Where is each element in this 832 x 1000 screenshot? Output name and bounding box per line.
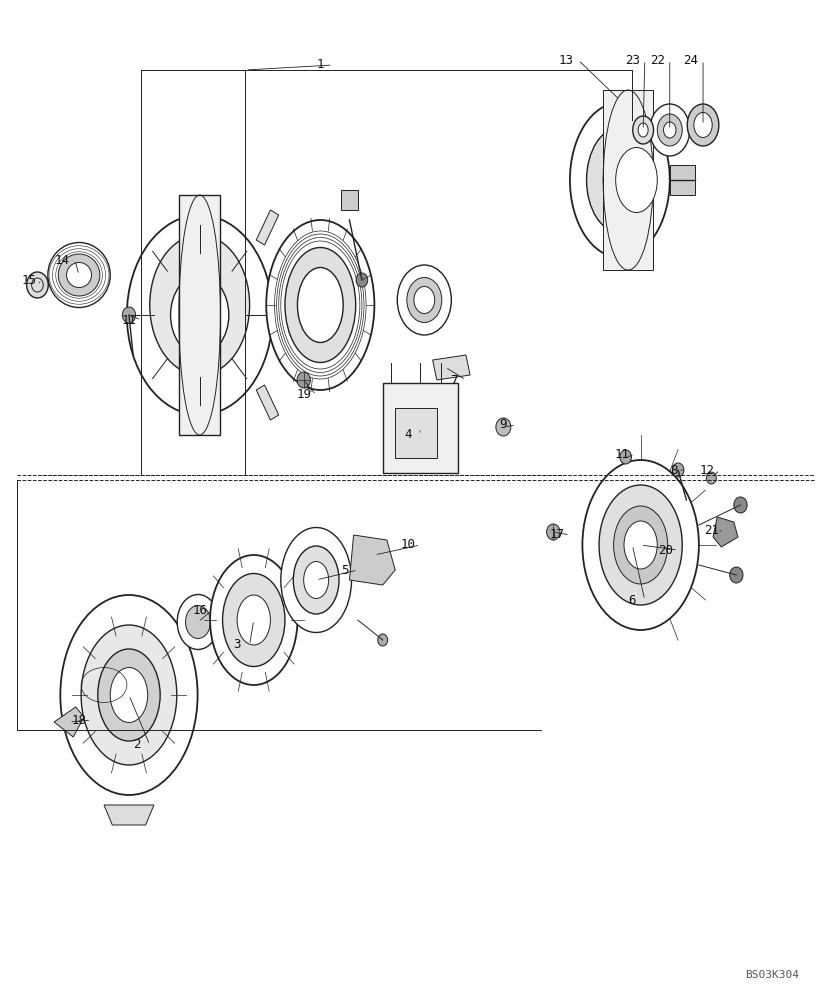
Text: 16: 16 (192, 603, 207, 616)
Ellipse shape (304, 562, 329, 598)
Ellipse shape (266, 220, 374, 390)
Text: 22: 22 (650, 53, 665, 66)
Ellipse shape (616, 147, 657, 213)
Circle shape (378, 634, 388, 646)
Text: 4: 4 (404, 428, 412, 442)
Ellipse shape (587, 127, 653, 232)
Ellipse shape (657, 114, 682, 146)
Text: 13: 13 (558, 53, 573, 66)
Polygon shape (54, 707, 84, 737)
Circle shape (297, 372, 310, 388)
Ellipse shape (186, 605, 210, 639)
Ellipse shape (582, 460, 699, 630)
Ellipse shape (183, 292, 216, 338)
Ellipse shape (570, 103, 670, 257)
Ellipse shape (624, 521, 657, 569)
Text: 20: 20 (658, 544, 673, 556)
Ellipse shape (60, 595, 197, 795)
Bar (383, 383, 458, 473)
Circle shape (706, 472, 716, 484)
Bar (395, 408, 437, 458)
Ellipse shape (280, 528, 351, 633)
Text: 5: 5 (341, 564, 349, 576)
Text: 19: 19 (296, 388, 311, 401)
Polygon shape (256, 210, 279, 245)
Ellipse shape (150, 235, 250, 375)
Polygon shape (341, 190, 358, 210)
Text: 15: 15 (22, 273, 37, 286)
Text: 9: 9 (499, 418, 508, 432)
Text: 1: 1 (316, 58, 324, 72)
Bar (179, 195, 220, 435)
Ellipse shape (285, 247, 356, 362)
Ellipse shape (171, 275, 229, 355)
Polygon shape (603, 90, 653, 270)
Text: 21: 21 (704, 524, 719, 536)
Ellipse shape (633, 116, 654, 144)
Ellipse shape (638, 123, 648, 137)
Circle shape (27, 272, 48, 298)
Ellipse shape (67, 262, 92, 288)
Text: 24: 24 (683, 53, 698, 66)
Ellipse shape (397, 265, 451, 335)
Text: 7: 7 (449, 373, 458, 386)
Polygon shape (104, 805, 154, 825)
Ellipse shape (237, 595, 270, 645)
Circle shape (496, 418, 511, 436)
Circle shape (356, 273, 368, 287)
Ellipse shape (210, 555, 297, 685)
Polygon shape (713, 517, 738, 547)
Ellipse shape (222, 574, 285, 666)
Polygon shape (433, 355, 470, 380)
Text: 11: 11 (121, 314, 136, 326)
Ellipse shape (414, 286, 434, 314)
Ellipse shape (694, 112, 712, 137)
Circle shape (547, 524, 560, 540)
Ellipse shape (664, 122, 676, 138)
Text: 14: 14 (55, 253, 70, 266)
Text: BS03K304: BS03K304 (745, 970, 799, 980)
Ellipse shape (126, 215, 272, 415)
Ellipse shape (407, 277, 442, 322)
Circle shape (730, 567, 743, 583)
Ellipse shape (81, 625, 176, 765)
Circle shape (734, 497, 747, 513)
Circle shape (122, 307, 136, 323)
Text: 11: 11 (615, 448, 630, 462)
Circle shape (620, 450, 631, 464)
Bar (670, 165, 695, 195)
Ellipse shape (687, 104, 719, 146)
Text: 23: 23 (625, 53, 640, 66)
Text: 8: 8 (670, 464, 678, 477)
Polygon shape (256, 385, 279, 420)
Polygon shape (349, 535, 395, 585)
Ellipse shape (297, 267, 343, 342)
Ellipse shape (58, 254, 100, 296)
Text: 18: 18 (72, 714, 87, 726)
Text: 3: 3 (233, 639, 241, 652)
Ellipse shape (603, 154, 636, 206)
Ellipse shape (98, 649, 160, 741)
Text: 12: 12 (700, 464, 715, 477)
Ellipse shape (47, 242, 110, 308)
Text: 10: 10 (400, 538, 415, 552)
Ellipse shape (613, 506, 667, 584)
Ellipse shape (599, 485, 682, 605)
Ellipse shape (650, 104, 690, 156)
Ellipse shape (177, 594, 219, 650)
Text: 6: 6 (628, 593, 636, 606)
Text: 2: 2 (133, 738, 141, 752)
Circle shape (672, 463, 684, 477)
Ellipse shape (293, 546, 339, 614)
Text: 17: 17 (550, 528, 565, 542)
Ellipse shape (110, 668, 148, 722)
